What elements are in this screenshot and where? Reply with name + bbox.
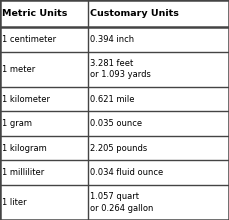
Text: 1 kilogram: 1 kilogram <box>2 144 46 153</box>
Text: 1 centimeter: 1 centimeter <box>2 35 56 44</box>
Text: 1 liter: 1 liter <box>2 198 27 207</box>
Text: Metric Units: Metric Units <box>2 9 67 18</box>
Text: 0.394 inch: 0.394 inch <box>90 35 134 44</box>
Text: 0.035 ounce: 0.035 ounce <box>90 119 142 128</box>
Text: 0.034 fluid ounce: 0.034 fluid ounce <box>90 168 163 177</box>
Text: 1 kilometer: 1 kilometer <box>2 95 50 103</box>
Text: 1 gram: 1 gram <box>2 119 32 128</box>
Text: 1 milliliter: 1 milliliter <box>2 168 44 177</box>
Text: 1.057 quart
or 0.264 gallon: 1.057 quart or 0.264 gallon <box>90 192 153 213</box>
Text: 0.621 mile: 0.621 mile <box>90 95 134 103</box>
Text: 3.281 feet
or 1.093 yards: 3.281 feet or 1.093 yards <box>90 59 151 79</box>
Text: 2.205 pounds: 2.205 pounds <box>90 144 147 153</box>
Text: 1 meter: 1 meter <box>2 65 35 74</box>
Text: Customary Units: Customary Units <box>90 9 179 18</box>
